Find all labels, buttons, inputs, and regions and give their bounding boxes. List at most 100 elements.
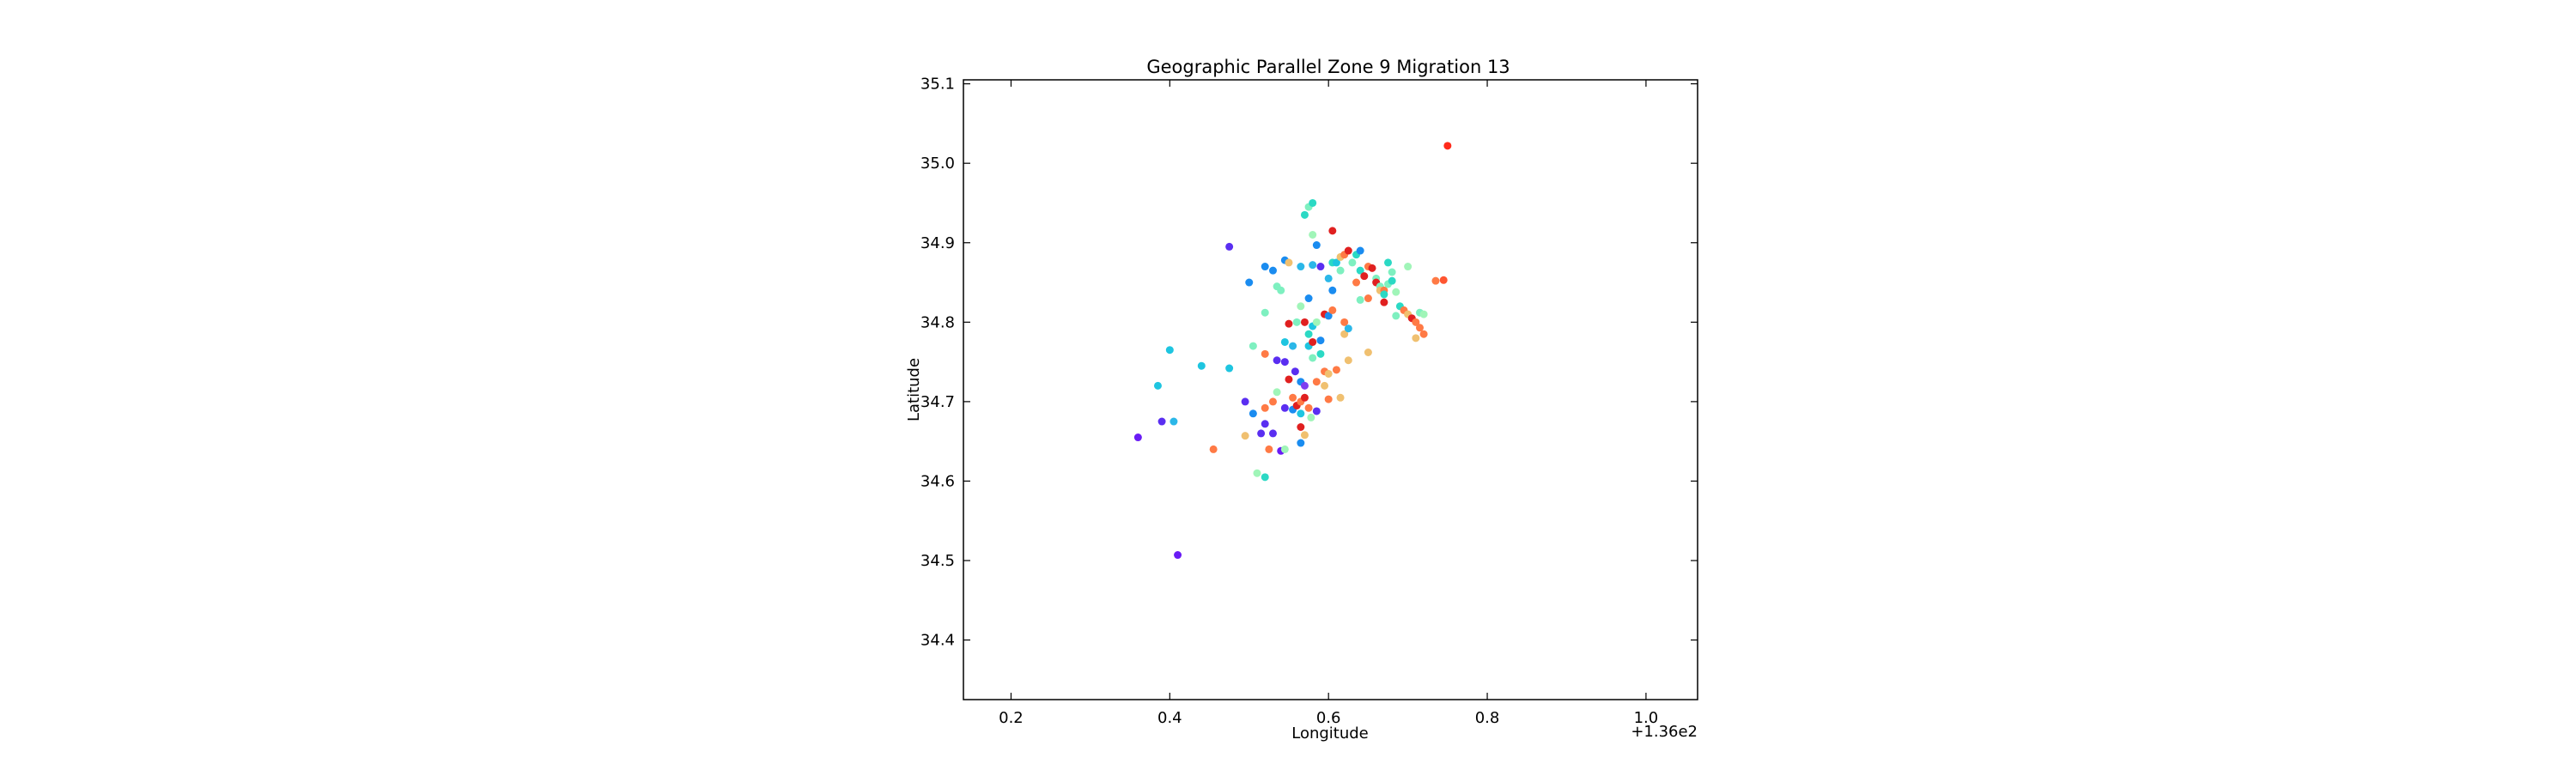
- data-point: [1261, 473, 1269, 482]
- data-point: [1332, 366, 1340, 374]
- data-point: [1443, 142, 1452, 150]
- data-point: [1285, 319, 1293, 328]
- data-point: [1133, 433, 1142, 442]
- scatter-points: [1133, 142, 1452, 560]
- data-point: [1336, 266, 1345, 275]
- data-point: [1304, 330, 1313, 338]
- x-axis-ticks: 0.2 0.4 0.6 0.8 1.0: [999, 80, 1658, 727]
- data-point: [1360, 272, 1369, 281]
- data-point: [1324, 312, 1333, 320]
- data-point: [1304, 294, 1313, 303]
- data-point: [1312, 407, 1321, 415]
- data-point: [1280, 358, 1289, 367]
- data-point: [1268, 266, 1277, 275]
- data-point: [1249, 409, 1257, 418]
- data-point: [1344, 246, 1352, 255]
- data-point: [1332, 258, 1340, 267]
- data-point: [1340, 318, 1349, 326]
- data-point: [1309, 354, 1317, 362]
- data-point: [1285, 375, 1293, 384]
- data-point: [1419, 310, 1428, 318]
- data-point: [1300, 393, 1309, 402]
- data-point: [1392, 288, 1400, 296]
- data-point: [1380, 298, 1388, 306]
- data-point: [1261, 349, 1269, 358]
- data-point: [1388, 268, 1396, 276]
- data-point: [1340, 330, 1349, 338]
- data-point: [1170, 417, 1178, 426]
- data-point: [1209, 445, 1218, 453]
- data-point: [1309, 198, 1317, 207]
- data-point: [1431, 276, 1440, 285]
- data-point: [1157, 417, 1166, 426]
- data-point: [1153, 381, 1162, 390]
- data-point: [1241, 397, 1249, 406]
- data-point: [1289, 342, 1297, 350]
- data-point: [1328, 227, 1337, 235]
- y-axis-ticks: 34.4 34.5 34.6 34.7 34.8 34.9 35.0 35.1: [920, 76, 1698, 650]
- plot-area-frame: [963, 79, 1698, 700]
- data-point: [1344, 324, 1352, 333]
- data-point: [1412, 318, 1420, 326]
- data-point: [1261, 308, 1269, 317]
- data-point: [1404, 263, 1413, 271]
- data-point: [1285, 258, 1293, 267]
- data-point: [1280, 445, 1289, 453]
- data-point: [1277, 286, 1285, 294]
- data-point: [1316, 349, 1325, 358]
- data-point: [1412, 334, 1420, 343]
- chart-title: Geographic Parallel Zone 9 Migration 13: [1146, 57, 1510, 77]
- data-point: [1265, 445, 1273, 453]
- y-axis-label: Latitude: [905, 358, 923, 421]
- x-tick-label: 0.8: [1475, 709, 1500, 727]
- data-point: [1312, 241, 1321, 250]
- x-tick-label: 1.0: [1634, 709, 1659, 727]
- data-point: [1297, 263, 1305, 271]
- data-point: [1197, 361, 1206, 370]
- y-tick-label: 34.5: [920, 552, 955, 570]
- data-point: [1280, 403, 1289, 412]
- data-point: [1364, 348, 1372, 356]
- data-point: [1257, 429, 1266, 438]
- y-tick-label: 34.6: [920, 472, 955, 490]
- x-axis-offset-label: +1.36e2: [1631, 723, 1698, 741]
- data-point: [1297, 302, 1305, 311]
- data-point: [1268, 397, 1277, 406]
- data-point: [1241, 432, 1249, 440]
- data-point: [1368, 264, 1376, 272]
- data-point: [1300, 381, 1309, 390]
- data-point: [1297, 439, 1305, 447]
- data-point: [1348, 258, 1357, 267]
- data-point: [1384, 258, 1393, 267]
- data-point: [1415, 324, 1424, 332]
- data-point: [1245, 278, 1254, 287]
- x-tick-label: 0.4: [1157, 709, 1182, 727]
- data-point: [1352, 278, 1361, 287]
- data-point: [1261, 420, 1269, 428]
- data-point: [1356, 295, 1364, 304]
- data-point: [1380, 290, 1388, 299]
- data-point: [1309, 337, 1317, 346]
- data-point: [1328, 286, 1337, 294]
- y-tick-label: 34.7: [920, 393, 955, 411]
- y-tick-label: 34.9: [920, 234, 955, 252]
- data-point: [1392, 312, 1400, 320]
- y-tick-label: 35.0: [920, 155, 955, 173]
- data-point: [1291, 367, 1299, 376]
- y-tick-label: 35.1: [920, 76, 955, 94]
- data-point: [1225, 242, 1234, 251]
- data-point: [1316, 336, 1325, 345]
- data-point: [1364, 294, 1372, 303]
- data-point: [1439, 276, 1448, 284]
- x-tick-label: 0.2: [999, 709, 1024, 727]
- data-point: [1321, 381, 1329, 390]
- data-point: [1249, 342, 1257, 350]
- data-point: [1280, 337, 1289, 346]
- data-point: [1324, 274, 1333, 282]
- data-point: [1328, 306, 1337, 314]
- data-point: [1273, 356, 1281, 365]
- data-point: [1300, 210, 1309, 219]
- data-point: [1316, 263, 1325, 271]
- data-point: [1312, 318, 1321, 326]
